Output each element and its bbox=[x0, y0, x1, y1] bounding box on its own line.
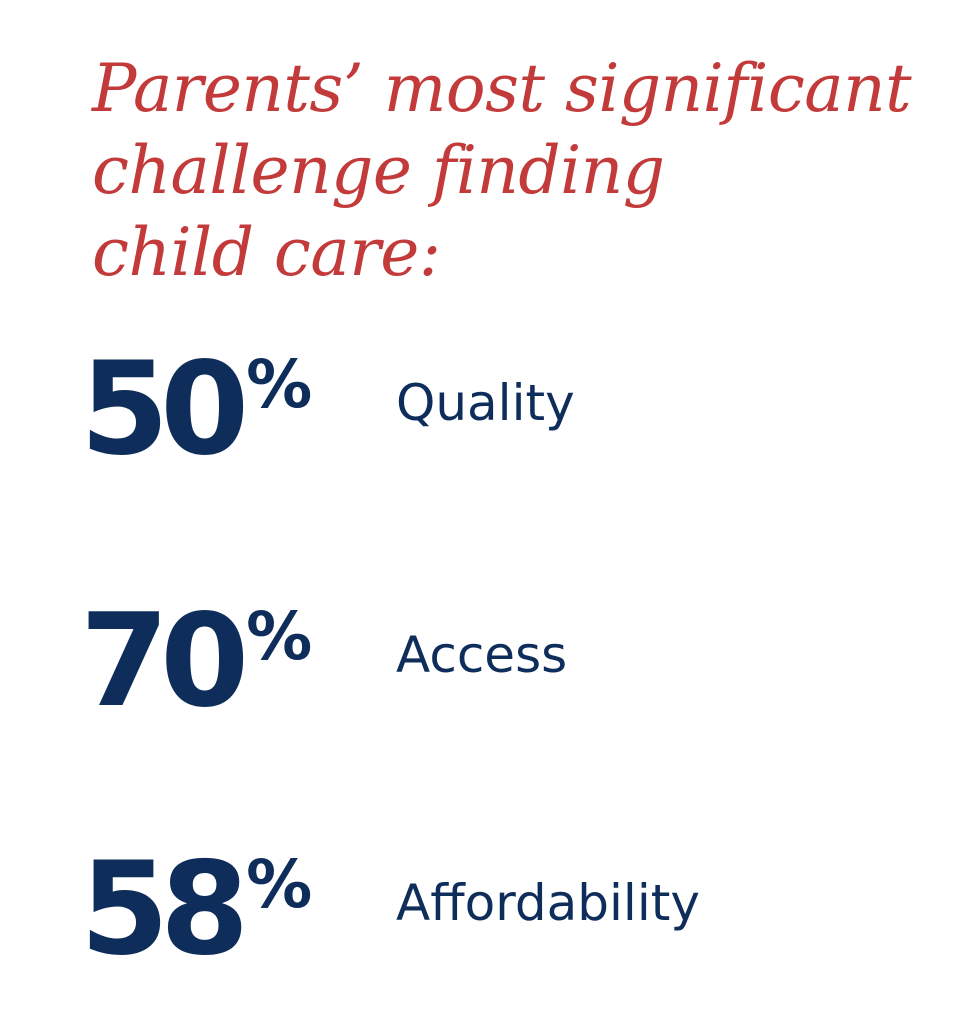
title-line: Parents’ most significant bbox=[92, 50, 912, 127]
percent-sign: % bbox=[246, 598, 313, 675]
title-line: child care: bbox=[92, 214, 441, 291]
infographic-title: Parents’ most significant challenge find… bbox=[92, 48, 912, 294]
percent-sign: % bbox=[246, 846, 313, 923]
stat-percentage: 70% bbox=[80, 592, 312, 732]
stat-affordability: 58% Affordability bbox=[80, 840, 900, 980]
stat-value: 50 bbox=[80, 335, 249, 484]
stat-access: 70% Access bbox=[80, 592, 900, 732]
stat-quality: 50% Quality bbox=[80, 340, 900, 480]
stat-value: 58 bbox=[80, 835, 249, 984]
stat-label: Access bbox=[396, 626, 568, 684]
stat-label: Quality bbox=[396, 374, 575, 432]
stat-label: Affordability bbox=[396, 874, 700, 932]
stat-percentage: 58% bbox=[80, 840, 312, 980]
percent-sign: % bbox=[246, 346, 313, 423]
stat-value: 70 bbox=[80, 587, 249, 736]
title-line: challenge finding bbox=[92, 132, 665, 209]
stat-percentage: 50% bbox=[80, 340, 312, 480]
